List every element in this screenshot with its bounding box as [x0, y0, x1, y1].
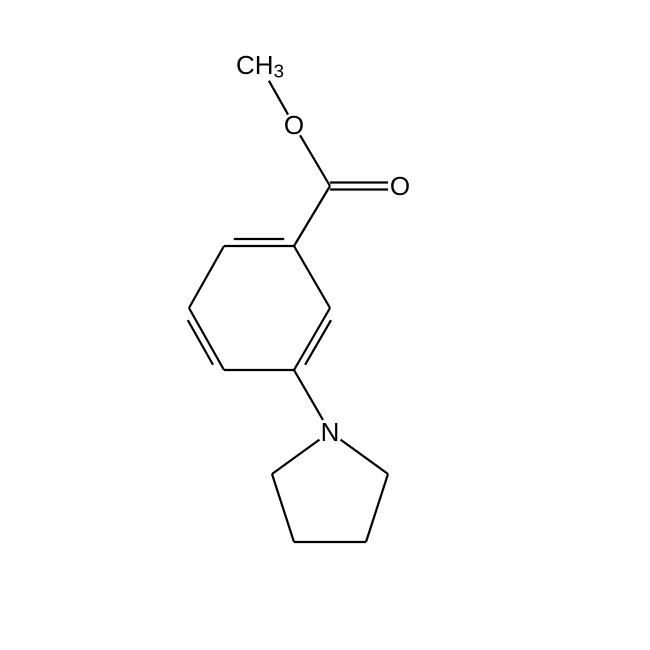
atom-label-O1: O — [284, 110, 304, 140]
bond — [300, 135, 330, 186]
bond — [272, 474, 294, 542]
bond — [294, 308, 330, 370]
molecule-diagram: CH3OON — [0, 0, 650, 650]
atom-label-N: N — [321, 417, 340, 447]
bond — [366, 474, 388, 542]
bond — [189, 308, 224, 370]
bond — [294, 186, 330, 246]
bond — [294, 370, 323, 420]
bond — [272, 440, 319, 474]
bond — [189, 246, 224, 308]
atom-label-O2: O — [390, 171, 410, 201]
bond — [341, 440, 388, 474]
atom-label-CH3: CH3 — [236, 50, 284, 81]
bond — [294, 246, 330, 308]
